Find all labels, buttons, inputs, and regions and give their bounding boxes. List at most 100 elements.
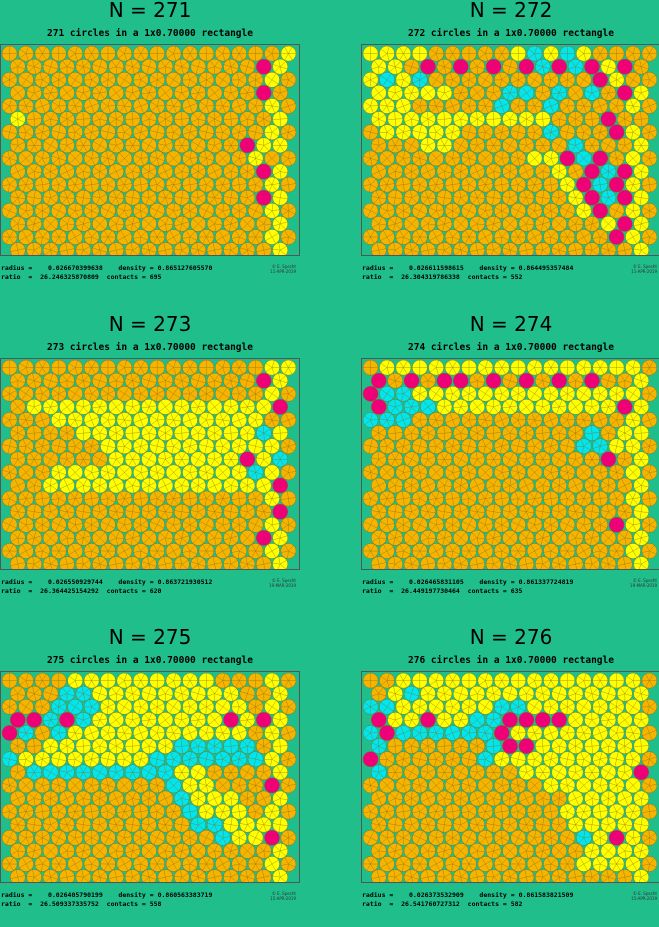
circle-orange [576, 517, 591, 532]
circle-orange [560, 543, 575, 558]
circle-orange [166, 46, 181, 61]
circle-orange [568, 243, 583, 256]
circle-orange [141, 530, 156, 545]
circle-yellow [617, 791, 632, 806]
circle-orange [437, 426, 452, 441]
circle-yellow [601, 59, 616, 74]
circle-orange [133, 229, 148, 244]
circle-orange [412, 543, 427, 558]
circle-yellow [511, 386, 526, 401]
circle-yellow [166, 699, 181, 714]
circle-orange [27, 373, 42, 388]
circle-orange [420, 452, 435, 467]
circle-yellow [560, 804, 575, 819]
circle-orange [429, 98, 444, 113]
circle-orange [371, 138, 386, 153]
circle-orange [453, 765, 468, 780]
circle-orange [486, 243, 501, 256]
circle-orange [584, 557, 599, 570]
circle-orange [223, 138, 238, 153]
circle-orange [379, 203, 394, 218]
circle-orange [166, 151, 181, 166]
circle-yellow [535, 686, 550, 701]
circle-orange [92, 243, 107, 256]
circle-orange [215, 517, 230, 532]
circle-yellow [535, 739, 550, 754]
circle-yellow [158, 399, 173, 414]
circle-orange [281, 725, 296, 740]
circle-orange [535, 478, 550, 493]
circle-orange [363, 229, 378, 244]
circle-cyan [240, 739, 255, 754]
circle-orange [27, 59, 42, 74]
circle-yellow [174, 426, 189, 441]
circle-orange [141, 817, 156, 832]
circle-orange [601, 557, 616, 570]
circle-orange [248, 699, 263, 714]
circle-orange [429, 412, 444, 427]
circle-orange [478, 46, 493, 61]
circle-yellow [158, 712, 173, 727]
circle-yellow [43, 399, 58, 414]
circle-yellow [625, 412, 640, 427]
circle-orange [248, 543, 263, 558]
circle-orange [379, 517, 394, 532]
circle-orange [76, 817, 91, 832]
circle-yellow [461, 673, 476, 688]
circle-orange [109, 190, 124, 205]
circle-orange [43, 817, 58, 832]
circle-orange [404, 190, 419, 205]
circle-orange [18, 673, 33, 688]
panel-title: N = 276 [361, 625, 659, 649]
circle-yellow [609, 752, 624, 767]
circle-orange [100, 543, 115, 558]
circle-orange [240, 190, 255, 205]
circle-orange [388, 190, 403, 205]
circle-yellow [625, 203, 640, 218]
circle-orange [412, 804, 427, 819]
circle-orange [92, 530, 107, 545]
panel-subtitle: 273 circles in a 1x0.70000 rectangle [0, 342, 300, 353]
circle-yellow [634, 452, 649, 467]
circle-orange [18, 804, 33, 819]
circle-orange [256, 870, 271, 883]
circle-orange [100, 125, 115, 140]
circle-yellow [232, 439, 247, 454]
circle-orange [10, 478, 25, 493]
circle-magenta [609, 177, 624, 192]
circle-orange [535, 791, 550, 806]
circle-orange [141, 138, 156, 153]
circle-orange [470, 85, 485, 100]
circle-orange [445, 830, 460, 845]
circle-yellow [92, 686, 107, 701]
circle-orange [445, 203, 460, 218]
circle-orange [141, 557, 156, 570]
circle-orange [601, 870, 616, 883]
circle-yellow [379, 360, 394, 375]
circle-yellow [92, 426, 107, 441]
circle-orange [35, 360, 50, 375]
circle-yellow [420, 112, 435, 127]
circle-cyan [273, 452, 288, 467]
circle-orange [281, 830, 296, 845]
circle-orange [593, 46, 608, 61]
circle-orange [445, 491, 460, 506]
circle-orange [453, 870, 468, 883]
circle-orange [470, 530, 485, 545]
circle-orange [18, 229, 33, 244]
circle-yellow [609, 386, 624, 401]
circle-orange [453, 791, 468, 806]
circle-orange [125, 190, 140, 205]
circle-orange [68, 386, 83, 401]
circle-cyan [59, 765, 74, 780]
circle-yellow [527, 725, 542, 740]
circle-orange [182, 517, 197, 532]
circle-yellow [617, 765, 632, 780]
circle-orange [552, 216, 567, 231]
stats-block: radius = 0.026611598615 density = 0.8644… [362, 264, 659, 281]
circle-orange [158, 59, 173, 74]
circle-orange [412, 830, 427, 845]
circle-yellow [552, 739, 567, 754]
circle-orange [10, 243, 25, 256]
